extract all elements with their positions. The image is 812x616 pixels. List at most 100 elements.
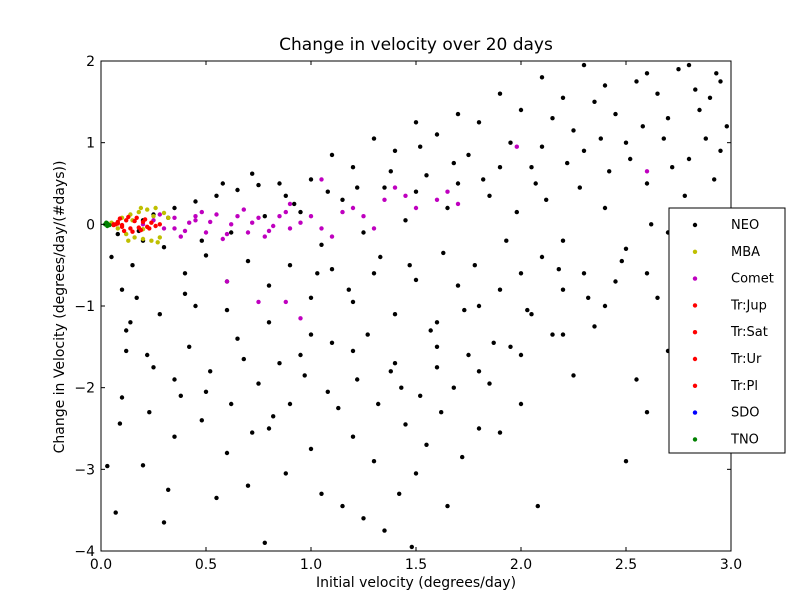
data-point (151, 365, 156, 370)
data-point (250, 171, 255, 176)
data-point (182, 271, 188, 276)
data-point (266, 283, 272, 288)
data-point (329, 152, 335, 158)
data-point (178, 234, 183, 239)
y-tick-label: 1 (86, 136, 95, 152)
data-point (126, 214, 131, 220)
data-point (441, 250, 446, 256)
data-point (466, 352, 471, 358)
data-point (399, 385, 404, 390)
data-point (224, 231, 230, 237)
data-point (121, 228, 127, 234)
data-point (271, 223, 276, 229)
data-point (649, 222, 654, 227)
data-point (224, 279, 230, 284)
data-point (172, 377, 177, 382)
series-neo (105, 62, 729, 550)
data-point (602, 303, 608, 309)
data-point (535, 503, 540, 509)
y-tick-label: −1 (74, 299, 95, 315)
data-point (203, 230, 209, 235)
data-point (518, 271, 524, 276)
data-point (451, 385, 456, 390)
legend-label: TNO (730, 432, 759, 447)
data-point (556, 267, 561, 272)
data-point (392, 185, 398, 190)
data-point (365, 332, 370, 337)
data-point (298, 352, 303, 358)
data-point (319, 491, 324, 496)
legend-marker (692, 276, 698, 281)
data-point (182, 228, 188, 234)
data-point (308, 332, 314, 337)
data-point (508, 140, 513, 145)
data-point (455, 201, 461, 207)
legend: NEO MBA Comet Tr:Jup Tr:Sat Tr:Ur Tr:Pl SDO TNO (668, 207, 786, 454)
y-tick-label: −2 (74, 381, 95, 397)
data-point (319, 226, 324, 231)
series-mba (109, 205, 171, 245)
data-point (157, 212, 162, 217)
data-point (235, 336, 240, 341)
data-point (105, 463, 110, 469)
data-point (571, 128, 576, 133)
data-point (245, 258, 251, 264)
data-point (166, 215, 171, 220)
data-point (539, 75, 545, 80)
data-point (718, 79, 723, 84)
y-tick-label: −4 (74, 544, 95, 560)
data-point (497, 287, 503, 292)
data-point (224, 450, 230, 456)
data-point (724, 124, 729, 129)
data-point (361, 214, 366, 219)
data-point (491, 340, 496, 345)
data-point (271, 414, 276, 419)
data-point (602, 83, 608, 88)
data-point (147, 410, 152, 415)
data-point (676, 67, 681, 72)
legend-marker (692, 330, 698, 335)
data-point (388, 369, 393, 374)
data-point (266, 426, 272, 431)
data-point (592, 99, 597, 105)
data-point (445, 205, 450, 211)
data-point (571, 373, 576, 378)
data-point (577, 185, 582, 190)
data-point (455, 111, 461, 117)
data-point (193, 214, 198, 219)
data-point (308, 446, 314, 452)
data-point (161, 245, 167, 250)
data-point (266, 320, 272, 325)
data-point (193, 218, 198, 223)
data-point (518, 352, 524, 358)
data-point (560, 332, 566, 337)
data-point (172, 215, 177, 220)
data-point (661, 136, 666, 141)
data-point (644, 181, 650, 186)
data-point (229, 230, 234, 235)
data-point (714, 71, 719, 76)
data-point (126, 238, 131, 243)
data-point (329, 267, 335, 272)
data-point (382, 528, 387, 533)
data-point (361, 230, 366, 235)
data-point (497, 165, 503, 170)
data-point (292, 201, 297, 207)
data-point (472, 263, 477, 268)
data-point (693, 87, 698, 92)
data-point (655, 295, 660, 300)
data-point (712, 177, 717, 182)
data-point (418, 393, 423, 398)
data-point (298, 220, 303, 225)
data-point (262, 540, 267, 545)
data-point (413, 120, 419, 125)
data-point (315, 271, 320, 276)
data-point (220, 236, 225, 242)
data-point (350, 348, 356, 354)
data-point (644, 410, 650, 415)
data-point (514, 209, 519, 215)
data-point (132, 218, 137, 224)
data-point (277, 361, 282, 366)
data-point (117, 216, 123, 221)
